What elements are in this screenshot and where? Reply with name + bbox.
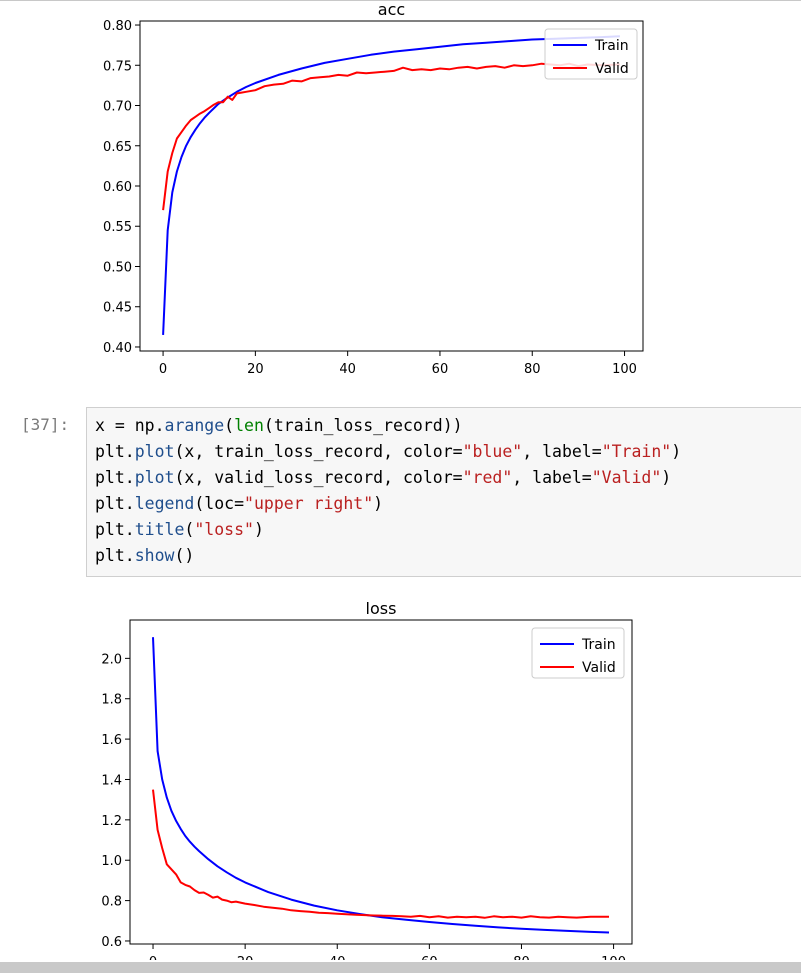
code-token: len xyxy=(234,416,264,435)
y-tick-label: 0.50 xyxy=(103,260,132,275)
code-token: ( xyxy=(224,416,235,435)
code-line: x = np.arange(len(train_loss_record)) xyxy=(95,414,463,438)
code-line: plt.plot(x, train_loss_record, color="bl… xyxy=(95,440,681,464)
code-token: (loc= xyxy=(194,494,245,513)
y-tick-label: 0.70 xyxy=(103,100,132,115)
code-token: ) xyxy=(253,520,264,539)
code-token: plt. xyxy=(95,494,135,513)
x-tick-label: 80 xyxy=(524,362,541,377)
code-token: (x, train_loss_record, color= xyxy=(174,442,463,461)
code-token: plt. xyxy=(95,520,135,539)
code-token: (train_loss_record)) xyxy=(263,416,463,435)
plot-frame xyxy=(129,619,633,945)
cell-prompt: [37]: xyxy=(21,415,70,434)
x-tick-label: 0 xyxy=(149,955,157,960)
code-token: ) xyxy=(661,468,672,487)
series-line-valid xyxy=(162,62,620,211)
code-cell[interactable]: [37]: x = np.arange(len(train_loss_recor… xyxy=(0,403,801,581)
code-line: plt.plot(x, valid_loss_record, color="re… xyxy=(95,466,671,490)
code-token: "loss" xyxy=(194,520,254,539)
legend-label-valid: Valid xyxy=(595,61,629,77)
code-line: plt.title("loss") xyxy=(95,518,264,542)
y-tick-label: 0.65 xyxy=(103,140,132,155)
series-line-train xyxy=(162,35,620,335)
code-token: arange xyxy=(164,416,225,435)
legend-box xyxy=(531,627,625,679)
y-tick-label: 1.4 xyxy=(101,773,122,788)
x-tick-label: 40 xyxy=(339,362,356,377)
y-tick-label: 0.45 xyxy=(103,301,132,316)
y-tick-label: 1.6 xyxy=(101,733,122,748)
y-tick-label: 0.55 xyxy=(103,220,132,235)
code-token: () xyxy=(174,546,195,565)
loss-chart-output: loss 0 20 40 60 80 100 0.6 0.8 1.0 1.2 1.4 1.6 1.8 2.0… xyxy=(0,588,801,960)
code-token: ) xyxy=(373,494,384,513)
series-line-train xyxy=(152,637,610,934)
code-token: show xyxy=(134,546,175,565)
acc-chart-output: acc 0 20 40 60 80 100 0.40 0.45 0.50 0.55 0.60 0.65 0… xyxy=(0,0,801,388)
x-tick-label: 0 xyxy=(159,362,167,377)
y-tick-label: 2.0 xyxy=(101,652,122,667)
code-token: legend xyxy=(134,494,195,513)
chart-title: acc xyxy=(378,0,405,19)
y-tick-label: 0.80 xyxy=(103,19,132,34)
acc-chart: acc 0 20 40 60 80 100 0.40 0.45 0.50 0.55 0.60 0.65 0… xyxy=(103,0,644,377)
code-token: ( xyxy=(184,520,195,539)
code-token: plot xyxy=(134,468,175,487)
code-token: "upper right" xyxy=(244,494,374,513)
y-tick-label: 1.0 xyxy=(101,854,122,869)
y-tick-label: 0.8 xyxy=(101,895,122,910)
loss-chart: loss 0 20 40 60 80 100 0.6 0.8 1.0 1.2 1.4 1.6 1.8 2.0… xyxy=(101,599,633,960)
y-tick-label: 1.8 xyxy=(101,693,122,708)
code-token: title xyxy=(134,520,185,539)
code-line: plt.legend(loc="upper right") xyxy=(95,492,383,516)
code-token: x = np. xyxy=(95,416,165,435)
chart-title: loss xyxy=(366,599,397,618)
code-token: plot xyxy=(134,442,175,461)
y-tick-label: 0.6 xyxy=(101,935,122,950)
code-token: (x, valid_loss_record, color= xyxy=(174,468,463,487)
y-tick-label: 1.2 xyxy=(101,814,122,829)
output-top-border xyxy=(0,0,801,1)
code-token: , label= xyxy=(522,442,602,461)
horizontal-scrollbar[interactable] xyxy=(0,962,801,973)
code-token: plt. xyxy=(95,468,135,487)
legend-label-train: Train xyxy=(594,38,629,54)
code-token: "Valid" xyxy=(591,468,662,487)
legend-box xyxy=(544,28,638,80)
x-tick-label: 60 xyxy=(421,955,438,960)
y-tick-label: 0.40 xyxy=(103,341,132,356)
code-line: plt.show() xyxy=(95,544,194,568)
x-tick-label: 40 xyxy=(329,955,346,960)
code-token: plt. xyxy=(95,442,135,461)
x-tick-label: 100 xyxy=(601,955,626,960)
x-tick-label: 60 xyxy=(432,362,449,377)
code-token: ) xyxy=(671,442,682,461)
legend-label-valid: Valid xyxy=(582,660,616,676)
code-token: plt. xyxy=(95,546,135,565)
legend-label-train: Train xyxy=(581,637,616,653)
y-tick-label: 0.75 xyxy=(103,59,132,74)
x-tick-label: 20 xyxy=(247,362,264,377)
series-line-valid xyxy=(152,789,609,919)
code-token: "blue" xyxy=(462,442,523,461)
y-tick-label: 0.60 xyxy=(103,180,132,195)
x-tick-label: 80 xyxy=(513,955,530,960)
x-tick-label: 100 xyxy=(612,362,637,377)
x-tick-label: 20 xyxy=(237,955,254,960)
code-editor[interactable]: x = np.arange(len(train_loss_record)) plt… xyxy=(86,407,801,577)
code-token: , label= xyxy=(512,468,592,487)
code-token: "Train" xyxy=(601,442,672,461)
code-token: "red" xyxy=(462,468,513,487)
